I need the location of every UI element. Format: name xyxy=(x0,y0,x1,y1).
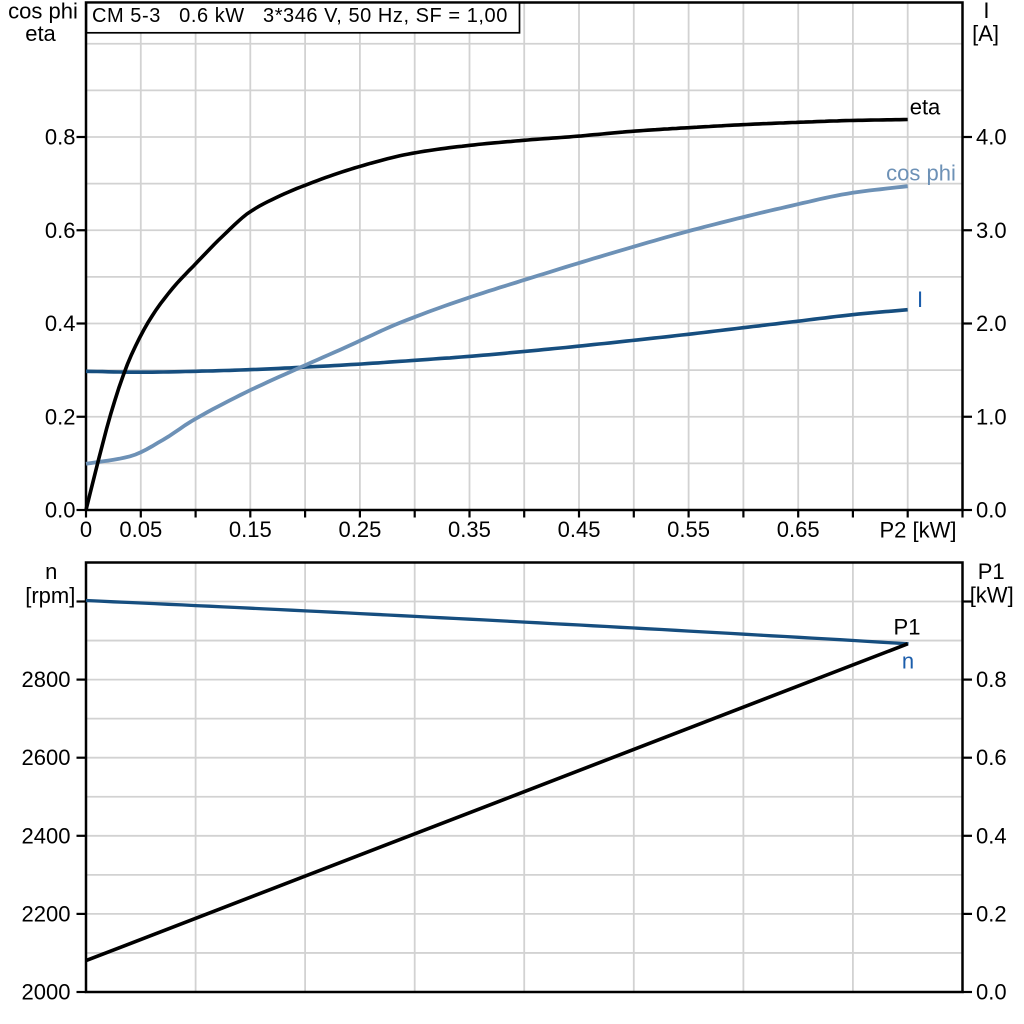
svg-text:4.0: 4.0 xyxy=(976,125,1007,150)
svg-text:0.8: 0.8 xyxy=(45,125,76,150)
svg-text:0: 0 xyxy=(80,517,92,542)
svg-text:I: I xyxy=(983,0,989,23)
svg-text:[A]: [A] xyxy=(972,21,999,46)
svg-text:0.35: 0.35 xyxy=(448,517,491,542)
svg-text:[rpm]: [rpm] xyxy=(25,583,75,608)
svg-text:0.6: 0.6 xyxy=(976,745,1007,770)
svg-text:0.65: 0.65 xyxy=(777,517,820,542)
svg-text:1.0: 1.0 xyxy=(976,404,1007,429)
svg-text:I: I xyxy=(917,287,923,312)
svg-text:0.45: 0.45 xyxy=(558,517,601,542)
svg-text:P1: P1 xyxy=(978,559,1005,584)
svg-text:0.4: 0.4 xyxy=(976,823,1007,848)
svg-text:cos phi: cos phi xyxy=(886,161,956,186)
svg-text:0.15: 0.15 xyxy=(229,517,272,542)
svg-text:0.4: 0.4 xyxy=(45,311,76,336)
svg-text:0.6: 0.6 xyxy=(45,218,76,243)
svg-text:2800: 2800 xyxy=(22,667,71,692)
svg-text:2200: 2200 xyxy=(22,901,71,926)
svg-text:P2 [kW]: P2 [kW] xyxy=(879,518,956,543)
svg-text:0.05: 0.05 xyxy=(119,517,162,542)
svg-text:CM 5-3 0.6 kW 3*346 V, 50: CM 5-3 0.6 kW 3*346 V, 50 Hz, SF = 1,00 xyxy=(92,5,508,27)
svg-text:0.8: 0.8 xyxy=(976,667,1007,692)
svg-text:eta: eta xyxy=(25,21,56,46)
svg-text:2400: 2400 xyxy=(22,823,71,848)
svg-text:n: n xyxy=(45,559,57,584)
svg-text:0.25: 0.25 xyxy=(338,517,381,542)
svg-text:0.2: 0.2 xyxy=(45,404,76,429)
svg-text:[kW]: [kW] xyxy=(970,583,1014,608)
svg-text:0.2: 0.2 xyxy=(976,901,1007,926)
svg-text:2000: 2000 xyxy=(22,980,71,1005)
svg-text:eta: eta xyxy=(910,95,941,120)
svg-text:P1: P1 xyxy=(894,615,921,640)
svg-text:0.0: 0.0 xyxy=(976,980,1007,1005)
svg-text:2600: 2600 xyxy=(22,745,71,770)
svg-text:0.0: 0.0 xyxy=(45,498,76,523)
svg-text:0.55: 0.55 xyxy=(667,517,710,542)
svg-text:n: n xyxy=(902,649,914,674)
svg-text:2.0: 2.0 xyxy=(976,311,1007,336)
svg-text:0.0: 0.0 xyxy=(976,498,1007,523)
svg-text:cos phi: cos phi xyxy=(8,0,78,23)
svg-text:3.0: 3.0 xyxy=(976,218,1007,243)
